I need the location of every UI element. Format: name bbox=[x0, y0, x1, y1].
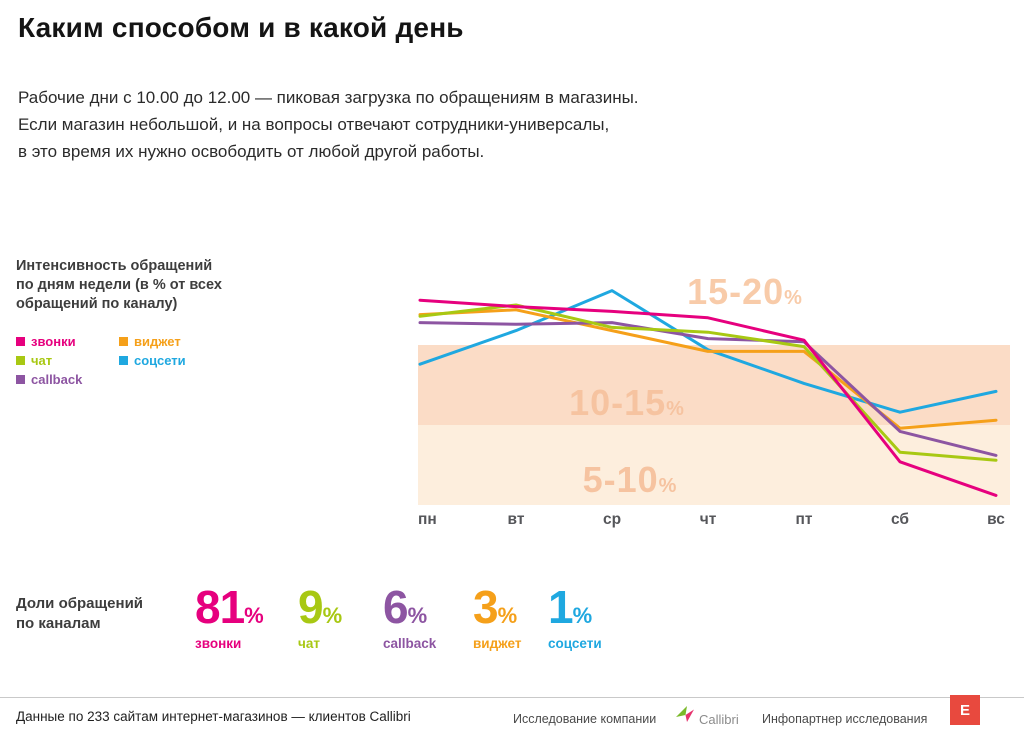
shares-title-line: Доли обращений bbox=[16, 595, 144, 612]
share-value: 81% bbox=[195, 581, 264, 633]
x-axis-label-вт: вт bbox=[508, 511, 525, 528]
share-value: 9% bbox=[298, 581, 343, 633]
series-line-чат bbox=[418, 303, 998, 462]
partner-credit-label: Инфопартнер исследования bbox=[762, 712, 928, 726]
legend-label: виджет bbox=[134, 334, 181, 349]
page-title: Каким способом и в какой день bbox=[18, 12, 464, 43]
x-axis-label-пн: пн bbox=[418, 511, 437, 528]
share-item-соцсети: 1% соцсети bbox=[548, 581, 602, 651]
weekday-intensity-chart: 15-20% 10-15% 5-10% пн вт ср чт пт сб вс bbox=[418, 252, 1010, 542]
share-value: 1% bbox=[548, 581, 593, 633]
share-label: чат bbox=[298, 636, 320, 651]
series-line-соцсети bbox=[418, 289, 998, 414]
x-axis-label-сб: сб bbox=[891, 511, 909, 528]
legend-swatch bbox=[16, 337, 25, 346]
legend-item-звонки: звонки bbox=[16, 332, 119, 351]
share-label: виджет bbox=[473, 636, 522, 651]
x-axis-label-чт: чт bbox=[700, 511, 717, 528]
partner-logo-badge: E bbox=[950, 695, 980, 725]
share-percent-sign: % bbox=[322, 603, 343, 628]
legend-swatch bbox=[119, 356, 128, 365]
chart-section-title: Интенсивность обращений по дням недели (… bbox=[16, 257, 222, 314]
x-axis-label-пт: пт bbox=[796, 511, 813, 528]
legend-item-виджет: виджет bbox=[119, 332, 222, 351]
share-item-звонки: 81% звонки bbox=[195, 581, 264, 651]
share-label: callback bbox=[383, 636, 437, 651]
callibri-logo-icon bbox=[674, 703, 696, 725]
share-label: звонки bbox=[195, 636, 242, 651]
share-percent-sign: % bbox=[407, 603, 428, 628]
intro-line: Если магазин небольшой, и на вопросы отв… bbox=[18, 115, 610, 134]
legend-swatch bbox=[119, 337, 128, 346]
x-axis-label-вс: вс bbox=[987, 511, 1005, 528]
share-value: 3% bbox=[473, 581, 518, 633]
footer: Данные по 233 сайтам интернет-магазинов … bbox=[0, 695, 1024, 735]
chart-title-line: обращений по каналу) bbox=[16, 296, 178, 312]
research-credit-label: Исследование компании bbox=[513, 712, 657, 726]
share-item-виджет: 3% виджет bbox=[473, 581, 522, 651]
shares-section-title: Доли обращений по каналам bbox=[16, 594, 143, 634]
legend-label: чат bbox=[31, 353, 53, 368]
data-source-note: Данные по 233 сайтам интернет-магазинов … bbox=[16, 709, 411, 724]
band-10-15 bbox=[418, 345, 1010, 425]
intro-line: в это время их нужно освободить от любой… bbox=[18, 142, 485, 161]
intro-text: Рабочие дни с 10.00 до 12.00 — пиковая з… bbox=[18, 84, 639, 165]
chart-legend: звонки чат callback виджет соцсети bbox=[16, 332, 222, 389]
legend-swatch bbox=[16, 375, 25, 384]
share-percent-sign: % bbox=[244, 603, 264, 628]
chart-title-line: Интенсивность обращений bbox=[16, 258, 213, 274]
research-brand-name: Callibri bbox=[699, 712, 739, 727]
series-line-виджет bbox=[418, 308, 998, 430]
intro-line: Рабочие дни с 10.00 до 12.00 — пиковая з… bbox=[18, 88, 639, 107]
legend-label: звонки bbox=[31, 334, 76, 349]
shares-title-line: по каналам bbox=[16, 615, 101, 632]
legend-item-callback: callback bbox=[16, 370, 119, 389]
legend-label: callback bbox=[31, 372, 83, 387]
chart-title-line: по дням недели (в % от всех bbox=[16, 277, 222, 293]
series-line-callback bbox=[418, 321, 998, 457]
share-percent-sign: % bbox=[572, 603, 593, 628]
series-line-звонки bbox=[418, 298, 998, 497]
share-label: соцсети bbox=[548, 636, 602, 651]
share-percent-sign: % bbox=[497, 603, 518, 628]
legend-label: соцсети bbox=[134, 353, 186, 368]
share-value: 6% bbox=[383, 581, 428, 633]
x-axis-label-ср: ср bbox=[603, 511, 621, 528]
chart-svg: 15-20%10-15%5-10%пн вт ср чт пт сб вс bbox=[418, 271, 1010, 528]
band-label-10-15: 10-15% bbox=[569, 382, 685, 423]
legend-item-чат: чат bbox=[16, 351, 119, 370]
band-label-15-20: 15-20% bbox=[687, 271, 803, 312]
channel-shares: 81% звонки 9% чат 6% callback 3% виджет 1% соцсет… bbox=[0, 581, 1024, 660]
share-item-callback: 6% callback bbox=[383, 581, 437, 651]
legend-item-соцсети: соцсети bbox=[119, 351, 222, 370]
share-item-чат: 9% чат bbox=[298, 581, 343, 651]
legend-swatch bbox=[16, 356, 25, 365]
